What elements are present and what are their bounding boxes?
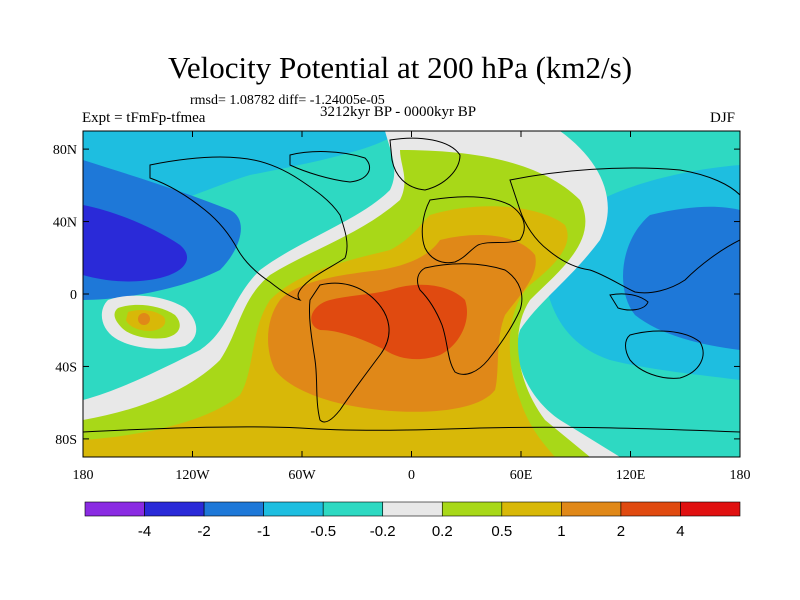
colorbar: -4 -2 -1 -0.5 -0.2 0.2 0.5 1 2 4: [84, 501, 741, 540]
contour-band-pos2: [311, 284, 468, 360]
y-tick-label: 40N: [53, 216, 77, 231]
greenland-outline: [389, 137, 461, 191]
x-tick-label: 180: [730, 468, 751, 483]
contour-band-neg1-east: [623, 206, 740, 350]
europe-outline: [421, 196, 525, 264]
colorbar-label: 4: [676, 523, 684, 540]
colorbar-label: -0.2: [370, 523, 396, 540]
y-axis: 80N 40N 0 40S 80S: [53, 143, 740, 448]
x-tick-label: 180: [73, 468, 94, 483]
colorbar-swatch: [322, 501, 384, 517]
colorbar-label: 1: [557, 523, 565, 540]
colorbar-label: 0.2: [432, 523, 453, 540]
x-tick-label: 60W: [288, 468, 316, 483]
north-america-outline: [149, 156, 348, 301]
colorbar-swatch: [620, 501, 681, 517]
x-tick-label: 0: [408, 468, 415, 483]
colorbar-label: -2: [197, 523, 210, 540]
x-axis: 180 120W 60W 0 60E 120E 180: [73, 131, 751, 483]
colorbar-swatch: [382, 501, 443, 517]
colorbar-swatch: [680, 501, 741, 517]
map-title: Velocity Potential at 200 hPa (km2/s): [167, 50, 633, 85]
colorbar-swatch: [441, 501, 503, 517]
season-label: DJF: [710, 110, 736, 126]
contour-field: [83, 131, 740, 457]
colorbar-label: -0.5: [310, 523, 336, 540]
experiment-text: Expt = tFmFp-tfmea: [82, 110, 206, 126]
colorbar-label: 2: [617, 523, 625, 540]
africa-outline: [417, 263, 523, 375]
x-tick-label: 120W: [175, 468, 210, 483]
x-tick-label: 120E: [616, 468, 646, 483]
y-tick-label: 80N: [53, 143, 77, 158]
australia-outline: [625, 330, 704, 379]
x-tick-label: 60E: [510, 468, 533, 483]
coastlines: [83, 137, 740, 433]
y-tick-label: 80S: [55, 433, 77, 448]
y-tick-label: 40S: [55, 360, 77, 375]
period-text: 3212kyr BP - 0000kyr BP: [320, 104, 477, 120]
antarctica-outline: [83, 426, 740, 433]
colorbar-label: -1: [257, 523, 270, 540]
maritime-continent-outline: [609, 293, 649, 311]
contour-se-pacific-pos1: [138, 313, 150, 325]
colorbar-swatch: [203, 501, 264, 517]
stats-text: rmsd= 1.08782 diff= -1.24005e-05: [190, 93, 385, 108]
contour-band-neg2: [83, 205, 188, 282]
colorbar-label: -4: [138, 523, 151, 540]
colorbar-swatch: [501, 501, 562, 517]
asia-outline: [509, 167, 740, 294]
colorbar-swatch: [84, 501, 145, 517]
colorbar-swatch: [561, 501, 622, 517]
colorbar-swatch: [263, 501, 324, 517]
colorbar-label: 0.5: [491, 523, 512, 540]
colorbar-swatch: [144, 501, 205, 517]
south-america-outline: [309, 282, 390, 423]
y-tick-label: 0: [70, 288, 77, 303]
arctic-islands-outline: [289, 151, 370, 183]
